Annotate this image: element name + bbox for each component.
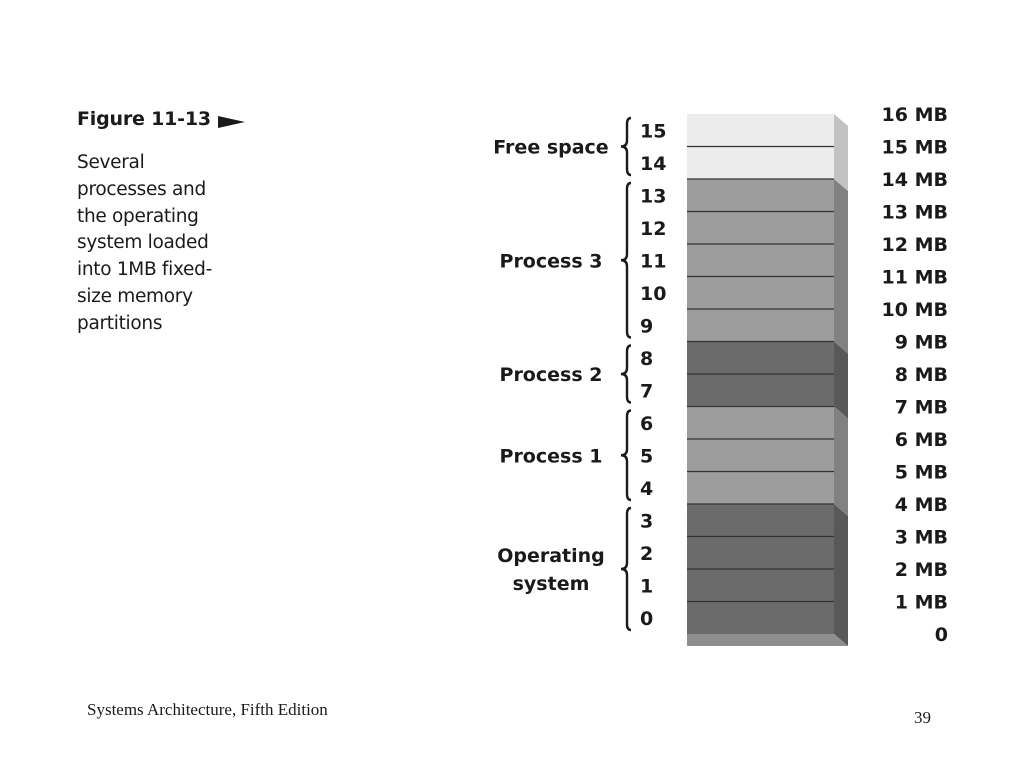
partition-group-side xyxy=(834,179,848,354)
group-label: Free space xyxy=(493,137,608,159)
group-label: Process 2 xyxy=(500,364,603,386)
partition-number: 10 xyxy=(640,283,666,305)
address-label: 3 MB xyxy=(895,527,948,549)
partition-number: 6 xyxy=(640,413,653,435)
partition-block xyxy=(687,276,834,309)
address-label: 9 MB xyxy=(895,332,948,354)
partition-number: 13 xyxy=(640,185,666,207)
partition-block xyxy=(687,341,834,374)
address-label: 16 MB xyxy=(882,104,948,126)
group-label: system xyxy=(513,573,590,595)
address-label: 10 MB xyxy=(882,299,948,321)
memory-column-base xyxy=(687,634,848,646)
address-label: 14 MB xyxy=(882,169,948,191)
partition-block xyxy=(687,569,834,602)
address-label: 8 MB xyxy=(895,364,948,386)
group-label: Process 3 xyxy=(500,250,603,272)
partition-number: 0 xyxy=(640,608,653,630)
address-label: 15 MB xyxy=(882,137,948,159)
address-label: 4 MB xyxy=(895,494,948,516)
partition-block xyxy=(687,244,834,277)
group-brace xyxy=(620,116,632,177)
group-brace xyxy=(620,506,632,632)
partition-group-side xyxy=(834,114,848,191)
partition-block xyxy=(687,601,834,634)
partition-group-side xyxy=(834,406,848,516)
caption-line: into 1MB fixed- xyxy=(77,259,212,281)
partition-number: 8 xyxy=(640,348,653,370)
partition-number: 5 xyxy=(640,445,653,467)
group-label: Operating xyxy=(497,545,605,567)
figure-caption: Several processes and the operating system … xyxy=(77,150,277,338)
partition-group-side xyxy=(834,504,848,646)
partition-number: 15 xyxy=(640,120,666,142)
caption-line: size memory xyxy=(77,285,193,307)
partition-number: 11 xyxy=(640,250,666,272)
partition-block xyxy=(687,439,834,472)
address-label: 5 MB xyxy=(895,462,948,484)
partition-number: 7 xyxy=(640,380,653,402)
caption-line: processes and xyxy=(77,178,206,200)
address-label: 13 MB xyxy=(882,202,948,224)
partition-number: 1 xyxy=(640,575,653,597)
partition-block xyxy=(687,114,834,147)
group-brace xyxy=(620,181,632,339)
partition-block xyxy=(687,504,834,537)
partition-block xyxy=(687,179,834,212)
partition-number: 2 xyxy=(640,543,653,565)
partition-number: 12 xyxy=(640,218,666,240)
partition-block xyxy=(687,406,834,439)
partition-number: 14 xyxy=(640,153,666,175)
footer-book-title: Systems Architecture, Fifth Edition xyxy=(87,700,328,719)
partition-block xyxy=(687,211,834,244)
caption-line: system loaded xyxy=(77,232,209,254)
caption-line: the operating xyxy=(77,205,199,227)
group-brace xyxy=(620,344,632,404)
address-label: 1 MB xyxy=(895,592,948,614)
partition-group-side xyxy=(834,341,848,419)
partition-block xyxy=(687,471,834,504)
partition-block xyxy=(687,374,834,407)
partition-number: 3 xyxy=(640,510,653,532)
group-brace xyxy=(620,409,632,502)
partition-block xyxy=(687,309,834,342)
partition-number: 4 xyxy=(640,478,653,500)
partition-number: 9 xyxy=(640,315,653,337)
group-label: Process 1 xyxy=(500,445,603,467)
address-label: 6 MB xyxy=(895,429,948,451)
address-label: 7 MB xyxy=(895,397,948,419)
partition-block xyxy=(687,146,834,179)
address-label: 12 MB xyxy=(882,234,948,256)
figure-arrow-icon xyxy=(218,116,245,128)
figure-title: Figure 11-13 xyxy=(77,108,211,130)
partition-block xyxy=(687,536,834,569)
page-number: 39 xyxy=(914,708,931,727)
caption-line: Several xyxy=(77,152,145,173)
caption-line: partitions xyxy=(77,312,163,334)
address-label: 11 MB xyxy=(882,267,948,289)
address-label: 2 MB xyxy=(895,559,948,581)
address-label: 0 xyxy=(935,624,948,646)
